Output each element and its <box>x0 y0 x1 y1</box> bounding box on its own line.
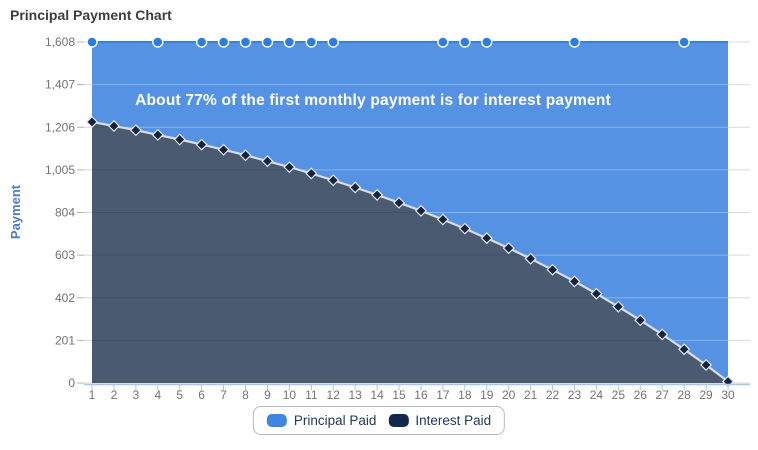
interest-point-marker[interactable] <box>349 181 362 194</box>
interest-point-marker[interactable] <box>634 314 647 327</box>
y-tick-label: 1,608 <box>45 35 75 49</box>
x-tick-label: 1 <box>89 388 96 402</box>
interest-point-marker[interactable] <box>590 287 603 300</box>
interest-point-marker[interactable] <box>678 343 691 356</box>
principal-point-marker[interactable] <box>437 36 449 48</box>
interest-point-marker[interactable] <box>305 167 318 180</box>
interest-point-marker[interactable] <box>480 232 493 245</box>
x-tick-label: 21 <box>524 388 538 402</box>
x-tick-label: 29 <box>699 388 713 402</box>
x-tick-label: 30 <box>721 388 735 402</box>
interest-point-marker[interactable] <box>568 275 581 288</box>
x-tick-label: 19 <box>480 388 494 402</box>
x-tick-label: 6 <box>198 388 205 402</box>
principal-point-marker[interactable] <box>305 36 318 48</box>
principal-paid-swatch-icon <box>266 414 287 427</box>
x-tick-label: 3 <box>133 388 140 402</box>
interest-point-marker[interactable] <box>392 196 406 209</box>
interest-point-marker[interactable] <box>436 213 449 226</box>
legend-item-interest-paid[interactable]: Interest Paid <box>388 413 491 428</box>
area-principal-paid[interactable] <box>92 42 728 382</box>
x-tick-label: 12 <box>327 388 341 402</box>
interest-point-marker[interactable] <box>173 133 186 146</box>
y-tick-label: 402 <box>55 291 75 305</box>
interest-point-marker[interactable] <box>195 138 208 151</box>
area-interest-paid[interactable] <box>92 121 728 384</box>
y-tick-label: 1,005 <box>45 163 75 177</box>
x-tick-label: 17 <box>436 388 450 402</box>
x-tick-label: 5 <box>176 388 183 402</box>
x-tick-label: 13 <box>348 388 362 402</box>
principal-point-marker[interactable] <box>327 36 339 48</box>
interest-point-marker[interactable] <box>151 128 164 141</box>
interest-point-marker[interactable] <box>283 161 296 174</box>
interest-point-marker[interactable] <box>327 174 340 187</box>
principal-point-marker[interactable] <box>678 36 690 48</box>
interest-point-marker[interactable] <box>524 252 537 265</box>
interest-point-marker[interactable] <box>458 222 471 235</box>
interest-point-marker[interactable] <box>656 328 669 341</box>
x-tick-label: 28 <box>677 388 691 402</box>
principal-point-marker[interactable] <box>568 36 581 48</box>
x-tick-label: 26 <box>634 388 648 402</box>
x-tick-label: 20 <box>502 388 516 402</box>
y-tick-label: 0 <box>68 376 75 390</box>
interest-point-marker[interactable] <box>612 300 625 313</box>
x-tick-label: 25 <box>612 388 626 402</box>
interest-paid-swatch-icon <box>388 414 409 427</box>
x-tick-label: 9 <box>264 388 271 402</box>
x-tick-label: 10 <box>283 388 297 402</box>
x-tick-label: 22 <box>546 388 560 402</box>
x-tick-label: 15 <box>392 388 406 402</box>
principal-point-marker[interactable] <box>261 36 274 48</box>
interest-point-marker[interactable] <box>414 204 428 217</box>
principal-point-marker[interactable] <box>195 36 208 48</box>
y-axis-title: Payment <box>8 184 23 239</box>
interest-point-marker[interactable] <box>371 188 384 201</box>
x-tick-label: 8 <box>242 388 249 402</box>
interest-point-marker[interactable] <box>107 119 120 133</box>
x-tick-label: 16 <box>414 388 428 402</box>
principal-point-marker[interactable] <box>86 36 98 48</box>
y-tick-label: 1,407 <box>45 78 75 92</box>
x-tick-label: 4 <box>154 388 161 402</box>
chart-legend: Principal Paid Interest Paid <box>252 406 506 435</box>
principal-point-marker[interactable] <box>459 36 471 48</box>
y-tick-label: 603 <box>55 248 75 262</box>
x-tick-label: 24 <box>590 388 604 402</box>
x-tick-label: 18 <box>458 388 472 402</box>
x-tick-label: 11 <box>305 388 318 402</box>
interest-point-marker[interactable] <box>85 115 99 128</box>
interest-point-marker[interactable] <box>546 263 559 276</box>
x-tick-label: 23 <box>568 388 582 402</box>
interest-point-marker[interactable] <box>261 155 274 168</box>
interest-point-marker[interactable] <box>700 358 713 372</box>
x-tick-label: 14 <box>370 388 384 402</box>
x-tick-label: 27 <box>656 388 670 402</box>
y-tick-label: 1,206 <box>45 120 75 134</box>
x-tick-label: 7 <box>220 388 227 402</box>
interest-point-marker[interactable] <box>129 124 142 137</box>
y-tick-label: 201 <box>55 333 75 347</box>
interest-point-marker[interactable] <box>239 149 252 162</box>
principal-point-marker[interactable] <box>481 36 493 48</box>
interest-point-marker[interactable] <box>502 242 515 255</box>
interest-point-marker[interactable] <box>217 143 230 156</box>
x-tick-label: 2 <box>111 388 118 402</box>
principal-point-marker[interactable] <box>217 36 230 48</box>
annotation-text: About 77% of the first monthly payment i… <box>135 92 611 109</box>
legend-label-principal: Principal Paid <box>293 413 377 428</box>
legend-label-interest: Interest Paid <box>415 413 492 428</box>
chart-title: Principal Payment Chart <box>10 7 172 23</box>
y-tick-label: 804 <box>55 206 75 220</box>
principal-point-marker[interactable] <box>152 36 164 48</box>
legend-item-principal-paid[interactable]: Principal Paid <box>266 413 377 428</box>
principal-point-marker[interactable] <box>239 36 252 48</box>
principal-point-marker[interactable] <box>283 36 296 48</box>
